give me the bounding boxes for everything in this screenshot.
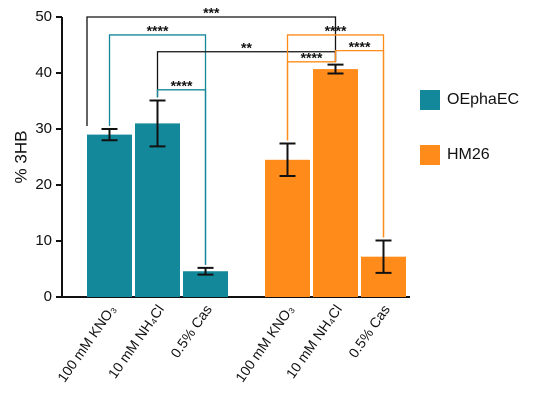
significance-label: *** (203, 5, 220, 21)
significance-bracket (86, 16, 337, 126)
significance-bracket (156, 89, 207, 265)
legend-swatch (420, 90, 440, 110)
x-tick-label: 0.5% Cas (345, 302, 393, 361)
error-bar (327, 63, 344, 75)
y-tick-label: 0 (44, 288, 52, 305)
bar (265, 159, 310, 297)
significance-label: **** (349, 38, 371, 54)
error-bar (375, 239, 392, 274)
error-bar (101, 128, 118, 142)
x-tick-label: 0.5% Cas (167, 302, 215, 361)
bar (87, 134, 132, 297)
significance-label: **** (171, 78, 193, 94)
significance-label: ** (241, 39, 252, 55)
legend-label: HM26 (447, 146, 490, 163)
error-bar (197, 266, 214, 276)
error-bar (149, 99, 166, 148)
y-tick-label: 40 (35, 64, 52, 81)
significance-label: **** (325, 23, 347, 39)
legend-label: OEphaEC (447, 91, 519, 108)
y-tick-label: 50 (35, 8, 52, 25)
significance-label: **** (301, 50, 323, 66)
legend-swatch (420, 145, 440, 165)
y-tick-label: 20 (35, 176, 52, 193)
significance-bracket (286, 61, 337, 141)
y-tick-label: 30 (35, 120, 52, 137)
y-tick-label: 10 (35, 232, 52, 249)
bar (313, 69, 358, 297)
error-bar (279, 142, 296, 178)
y-axis-label: % 3HB (11, 131, 30, 184)
significance-label: **** (147, 23, 169, 39)
bar (135, 123, 180, 298)
significance-bracket (334, 49, 385, 238)
